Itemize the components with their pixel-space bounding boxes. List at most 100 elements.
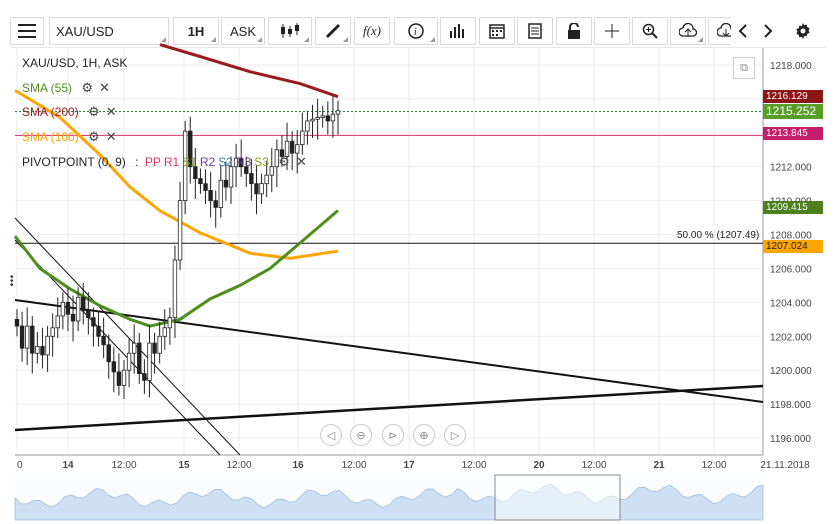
candle-body: [65, 301, 71, 315]
gear-icon: [796, 23, 810, 39]
legend-sma200[interactable]: SMA (200) ⚙ ✕: [22, 104, 117, 120]
candle-body: [137, 342, 142, 375]
candle-body: [96, 325, 101, 337]
symbol-label: XAU/USD: [56, 23, 114, 39]
crosshair-button[interactable]: [594, 17, 630, 45]
timeframe-select[interactable]: 1H: [173, 17, 219, 45]
legend-sma55[interactable]: SMA (55) ⚙ ✕: [22, 80, 110, 96]
legend-pivot-sep: :: [135, 155, 139, 169]
candle-body: [24, 325, 30, 349]
candle-body: [259, 183, 264, 195]
x-tick-label: 15: [178, 460, 190, 471]
info-button[interactable]: i: [394, 17, 438, 45]
symbol-select[interactable]: XAU/USD: [49, 17, 169, 45]
zoom-in-button[interactable]: ⊕: [413, 424, 435, 446]
zoom-button[interactable]: [632, 17, 668, 45]
candle-body: [101, 335, 106, 346]
notes-button[interactable]: [517, 17, 553, 45]
legend-pivot-item: PP: [144, 155, 161, 169]
indicators-button[interactable]: [440, 17, 476, 45]
timeframe-label: 1H: [187, 23, 205, 39]
close-icon[interactable]: ✕: [105, 129, 117, 144]
gear-icon[interactable]: ⚙: [81, 80, 94, 95]
candle-body: [274, 149, 280, 168]
scroll-left-button[interactable]: [731, 17, 755, 45]
candle-body: [213, 200, 218, 208]
zoom-icon: [642, 23, 658, 39]
candle-body: [279, 149, 285, 157]
x-tick-label: 20: [533, 460, 545, 471]
x-tick-label: 12:00: [226, 460, 251, 471]
candle-body: [147, 342, 152, 381]
candle-body: [244, 166, 249, 174]
candle-body: [315, 117, 320, 120]
candles: [14, 95, 341, 400]
legend-pivot-item: R1: [163, 155, 180, 169]
function-icon: f(x): [362, 23, 382, 38]
legend-pivot-item: S1: [182, 155, 197, 169]
legend-pivot-item: R2: [199, 155, 216, 169]
sma100-price-box: 1207.024: [763, 240, 823, 253]
candle-body: [203, 183, 208, 191]
zoom-out-button[interactable]: ⊖: [350, 424, 372, 446]
chart-type-button[interactable]: [268, 17, 312, 45]
settings-button[interactable]: [788, 17, 818, 45]
candle-body: [131, 342, 137, 354]
candle-body: [238, 157, 244, 168]
close-icon[interactable]: ✕: [295, 154, 307, 169]
time-axis: 0 14 12:00 15 12:00 16 12:00 17 12:00 20 12:00 21 12…: [17, 460, 810, 471]
function-button[interactable]: f(x): [354, 17, 390, 45]
gear-icon[interactable]: ⚙: [278, 154, 290, 169]
trend-line-thin-1: [14, 217, 241, 456]
y-tick-label: 1212.000: [770, 163, 812, 174]
x-tick-label: 17: [403, 460, 415, 471]
candle-body: [254, 183, 259, 195]
toolbar: XAU/USD 1H ASK f(x) i: [10, 14, 826, 48]
legend-sma100[interactable]: SMA (100) ⚙ ✕: [22, 129, 117, 145]
close-icon[interactable]: ✕: [105, 104, 117, 119]
candle-body: [218, 179, 224, 208]
draw-tools-button[interactable]: [315, 17, 351, 45]
gear-icon[interactable]: ⚙: [88, 129, 100, 144]
candle-body: [142, 373, 147, 381]
candle-body: [111, 361, 117, 373]
candle-body: [152, 342, 157, 354]
menu-button[interactable]: [10, 17, 44, 45]
last-price-box: 1215.252: [763, 104, 823, 119]
candle-body: [295, 144, 300, 154]
pan-right-button[interactable]: ▷: [444, 424, 466, 446]
candle-body: [305, 120, 310, 132]
gear-icon[interactable]: ⚙: [88, 104, 100, 119]
pan-left-button[interactable]: ◁: [320, 424, 342, 446]
expand-button[interactable]: ⧉: [733, 57, 755, 79]
x-tick-label: 16: [292, 460, 304, 471]
navigator-overview[interactable]: [14, 474, 764, 521]
candle-body: [269, 166, 274, 176]
legend-sma200-label: SMA (200): [22, 105, 79, 119]
x-tick-label: 12:00: [341, 460, 366, 471]
candle-body: [45, 335, 50, 356]
sma200-line: [159, 43, 339, 99]
legend-pivot-item: S3: [254, 155, 269, 169]
chart-grid: [15, 48, 764, 456]
trend-lines: [14, 217, 764, 456]
lock-button[interactable]: [556, 17, 592, 45]
calendar-icon: [489, 24, 505, 39]
candle-body: [223, 179, 229, 188]
scroll-right-button[interactable]: [756, 17, 780, 45]
legend-pivot[interactable]: PIVOTPOINT (0, 9) : PP R1 S1 R2 S2 R3 S3 ⚙ ✕: [22, 154, 307, 170]
indicators-icon: [450, 24, 464, 38]
drag-handle[interactable]: • • •: [10, 272, 14, 291]
candle-body: [55, 315, 60, 329]
close-icon[interactable]: ✕: [99, 80, 110, 95]
calendar-button[interactable]: [479, 17, 515, 45]
candle-body: [121, 369, 127, 386]
price-type-select[interactable]: ASK: [221, 17, 265, 45]
candle-body: [167, 317, 173, 329]
cloud-upload-button[interactable]: [670, 17, 706, 45]
legend-sma100-label: SMA (100): [22, 130, 79, 144]
reset-view-button[interactable]: ⊳: [382, 424, 404, 446]
chart-title: XAU/USD, 1H, ASK: [22, 56, 128, 70]
